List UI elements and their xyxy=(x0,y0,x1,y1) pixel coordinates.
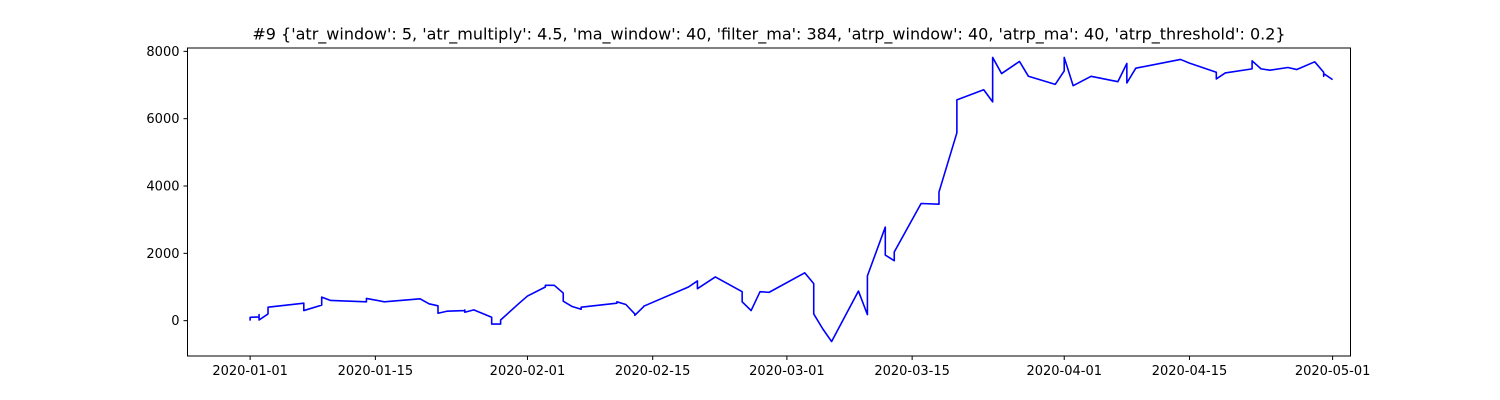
y-tick-label: 0 xyxy=(171,314,179,329)
series-line-group xyxy=(249,56,1334,343)
x-tick-label: 2020-03-01 xyxy=(749,364,825,379)
y-tick-label: 6000 xyxy=(146,112,179,127)
chart-title: #9 {'atr_window': 5, 'atr_multiply': 4.5… xyxy=(252,25,1285,45)
x-tick-label: 2020-01-01 xyxy=(212,364,288,379)
x-tick-label: 2020-04-01 xyxy=(1026,364,1102,379)
x-tick-label: 2020-02-01 xyxy=(490,364,566,379)
x-tick-label: 2020-04-15 xyxy=(1152,364,1228,379)
x-tick-label: 2020-02-15 xyxy=(615,364,691,379)
x-tick-label: 2020-05-01 xyxy=(1295,364,1371,379)
x-axis: 2020-01-01 2020-01-15 2020-02-01 2020-02-15… xyxy=(212,356,1370,379)
y-tick-label: 4000 xyxy=(146,180,179,195)
y-axis: 0 2000 4000 6000 8000 xyxy=(146,45,188,329)
y-tick-label: 8000 xyxy=(146,45,179,60)
x-tick-label: 2020-01-15 xyxy=(338,364,414,379)
series-line xyxy=(249,56,1334,343)
plot-frame xyxy=(187,47,1351,357)
y-tick-label: 2000 xyxy=(146,247,179,262)
x-tick-label: 2020-03-15 xyxy=(874,364,950,379)
